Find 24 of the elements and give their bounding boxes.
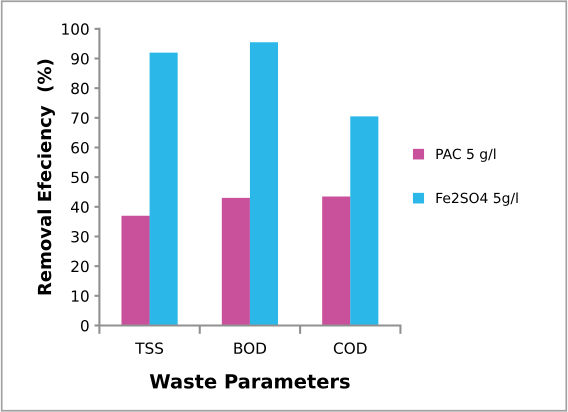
bar: [121, 216, 150, 326]
x-tick-label: TSS: [135, 342, 164, 354]
y-tick-label: 60: [71, 142, 89, 154]
y-axis-title: Removal Efeciency (%): [37, 60, 55, 294]
y-tick-label: 10: [72, 290, 89, 302]
y-tick-label: 90: [71, 52, 89, 65]
y-tick-label: 100: [62, 23, 89, 35]
y-tick-label: 80: [71, 82, 89, 94]
bar: [150, 52, 178, 326]
y-tick-label: 20: [71, 260, 89, 272]
y-tick-label: 0: [80, 320, 89, 332]
bar: [250, 42, 278, 326]
x-tick-label: COD: [334, 342, 367, 354]
x-axis-title: Waste Parameters: [150, 374, 350, 389]
bar: [222, 198, 250, 326]
y-tick-label: 70: [71, 112, 89, 124]
y-tick-label: 50: [71, 172, 89, 184]
bar: [350, 116, 378, 326]
y-tick-label: 30: [71, 230, 89, 243]
y-tick-label: 40: [70, 201, 89, 213]
legend-label: PAC 5 g/l: [436, 148, 496, 162]
bar: [322, 196, 350, 326]
legend-label: Fe2SO4 5g/l: [436, 192, 518, 206]
x-tick-label: BOD: [234, 342, 266, 354]
